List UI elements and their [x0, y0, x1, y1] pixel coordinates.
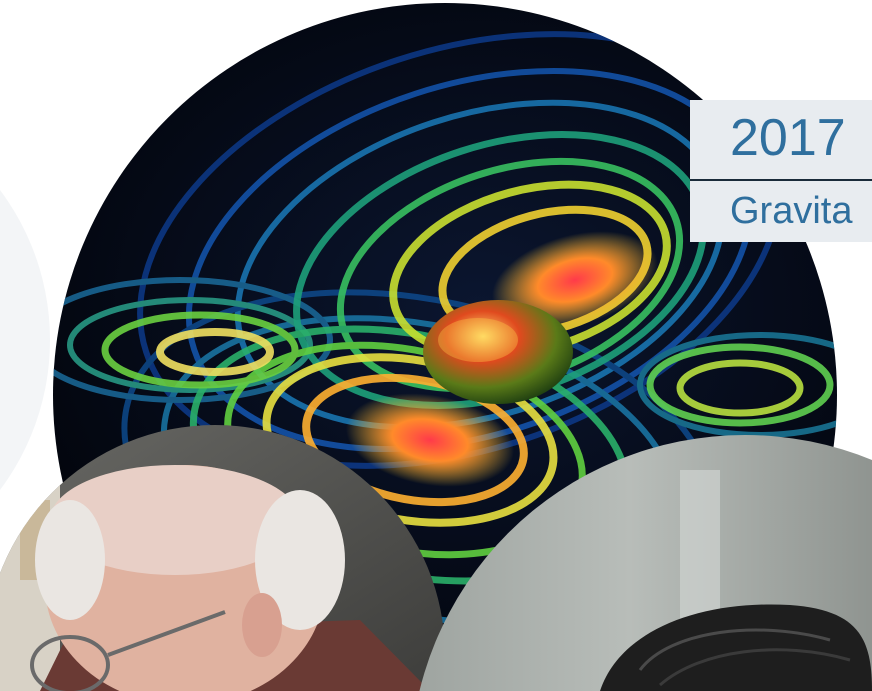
title-divider: [690, 179, 872, 181]
title-box: 2017 Gravita: [690, 100, 872, 242]
title-year: 2017: [730, 109, 846, 167]
title-subject: Gravita: [730, 190, 853, 232]
background-circle: [0, 190, 50, 490]
